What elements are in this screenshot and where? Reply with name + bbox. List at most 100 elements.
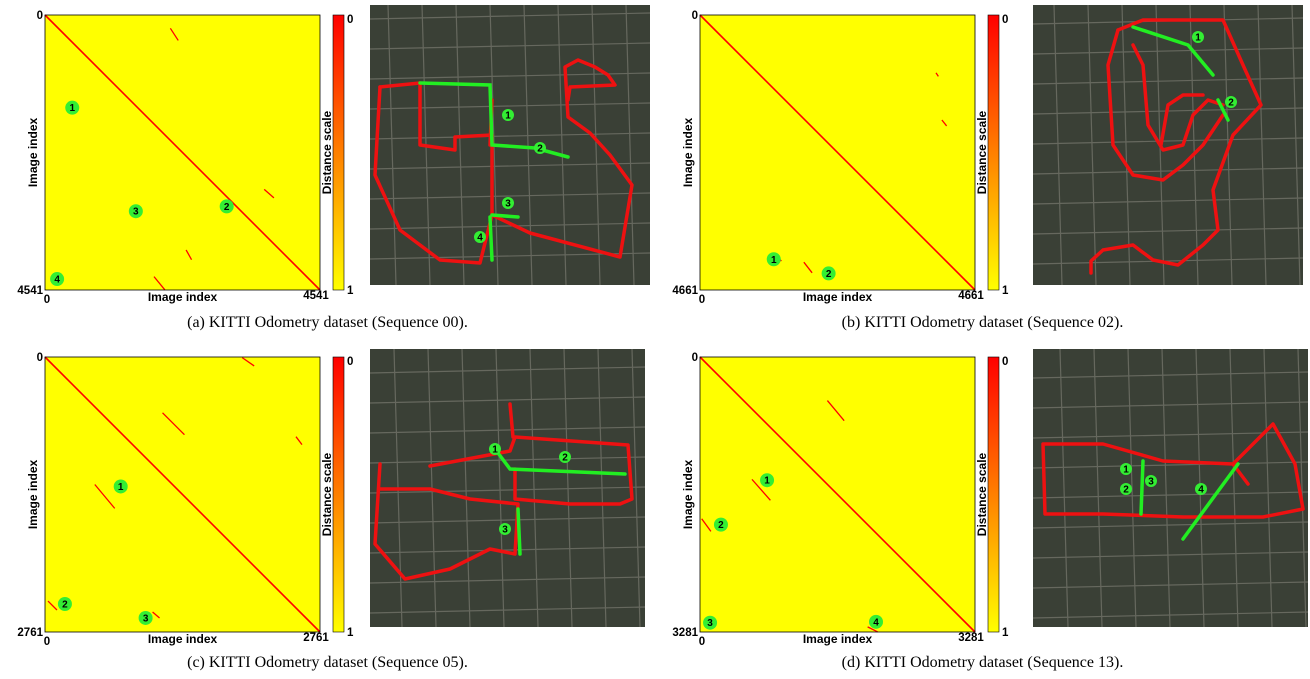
loop-closure-segment — [935, 72, 939, 77]
map-marker-label: 2 — [1228, 98, 1234, 109]
plot-frame — [699, 356, 976, 633]
street — [1032, 611, 1309, 619]
loop-marker-label: 1 — [118, 482, 124, 493]
street — [369, 486, 646, 494]
plot-frame — [44, 356, 321, 633]
map-marker-2 — [1225, 96, 1237, 108]
panel-c: 1 2 3 0 2761 0 2761 Image index Image index 0 1 Dis… — [0, 342, 655, 679]
street — [1297, 348, 1307, 628]
street — [631, 348, 641, 628]
street — [1032, 461, 1309, 469]
loop-closure-segment — [241, 357, 255, 367]
colorbar-label: Distance scale — [320, 452, 334, 536]
loop-marker-2 — [821, 266, 836, 281]
street — [1161, 348, 1171, 628]
caption-b: (b) KITTI Odometry dataset (Sequence 02)… — [841, 314, 1124, 331]
street — [1032, 371, 1309, 379]
loop-closure-segment — [803, 261, 813, 274]
y-tick-end: 3281 — [672, 627, 698, 639]
loop-closure-segment — [701, 518, 712, 532]
map-marker-1 — [1192, 31, 1204, 43]
street — [625, 4, 635, 286]
aerial-map-c: 1 2 3 — [369, 348, 646, 628]
x-axis-label: Image index — [148, 290, 218, 304]
loop-marker-label: 2 — [718, 520, 724, 531]
trajectory-path — [1106, 28, 1225, 182]
loop-closure-segment — [162, 412, 185, 436]
y-tick-start: 0 — [692, 352, 698, 364]
colorbar-label: Distance scale — [975, 110, 989, 194]
loop-closure-segment — [295, 436, 303, 446]
trajectory-path — [508, 402, 515, 439]
street — [369, 42, 651, 50]
loop-marker-3 — [128, 204, 143, 219]
loop-closure-path — [488, 215, 494, 262]
street — [1032, 581, 1309, 589]
map-marker-2 — [559, 451, 571, 463]
map-marker-label: 4 — [1198, 485, 1204, 496]
street — [369, 102, 651, 110]
colorbar — [332, 14, 345, 291]
y-axis-label: Image index — [26, 459, 40, 529]
map-marker-label: 2 — [562, 453, 568, 464]
loop-closure-segment — [867, 626, 878, 633]
loop-marker-4 — [869, 614, 884, 629]
loop-marker-label: 1 — [771, 255, 777, 266]
y-tick-start: 0 — [692, 10, 698, 22]
plot-frame — [44, 14, 321, 291]
loop-marker-label: 3 — [707, 618, 713, 629]
street — [1229, 348, 1239, 628]
map-marker-label: 3 — [1148, 477, 1154, 488]
loop-closure-path — [1139, 459, 1145, 516]
loop-closure-path — [490, 213, 520, 219]
colorbar-tick-0: 0 — [347, 14, 353, 26]
x-tick-end: 3281 — [958, 632, 984, 644]
loop-marker-label: 2 — [224, 202, 230, 213]
aerial-map-b: 12 — [1032, 4, 1304, 286]
street — [369, 576, 646, 584]
loop-marker-2 — [713, 517, 728, 532]
street — [369, 396, 646, 404]
street — [369, 12, 651, 20]
map-marker-3 — [499, 523, 511, 535]
y-tick-start: 0 — [37, 10, 43, 22]
colorbar-tick-1: 1 — [347, 285, 354, 297]
street — [1032, 197, 1304, 205]
street — [1032, 47, 1304, 55]
aerial-background — [1033, 349, 1308, 627]
street — [455, 4, 465, 286]
colorbar-tick-0: 0 — [1002, 14, 1008, 26]
loop-closure-path — [1181, 462, 1240, 541]
aerial-background — [1033, 5, 1303, 285]
street — [369, 456, 646, 464]
street — [1263, 348, 1273, 628]
matrix-diagonal — [44, 14, 321, 291]
loop-closure-segment — [153, 276, 166, 291]
loop-closure-path — [1131, 25, 1215, 77]
map-marker-2 — [1120, 483, 1132, 495]
street — [369, 366, 646, 374]
matrix-diagonal — [699, 356, 976, 633]
street — [1032, 227, 1304, 235]
map-marker-2 — [534, 142, 546, 154]
colorbar-tick-1: 1 — [347, 627, 354, 639]
x-axis-label: Image index — [803, 290, 873, 304]
street — [369, 606, 646, 614]
caption-a: (a) KITTI Odometry dataset (Sequence 00)… — [187, 314, 468, 331]
colorbar-label: Distance scale — [975, 452, 989, 536]
map-marker-label: 1 — [1123, 465, 1129, 476]
map-marker-4 — [474, 231, 486, 243]
street-grid — [1032, 348, 1309, 628]
colorbar — [987, 14, 1000, 291]
map-marker-1 — [502, 109, 514, 121]
loop-marker-label: 2 — [62, 600, 68, 611]
trajectory-path — [378, 58, 634, 259]
street — [1032, 521, 1309, 529]
street-grid — [369, 4, 651, 286]
map-marker-label: 4 — [477, 233, 483, 244]
loop-closure-segment — [169, 27, 179, 41]
caption-d: (d) KITTI Odometry dataset (Sequence 13)… — [841, 654, 1124, 671]
map-marker-3 — [502, 197, 514, 209]
